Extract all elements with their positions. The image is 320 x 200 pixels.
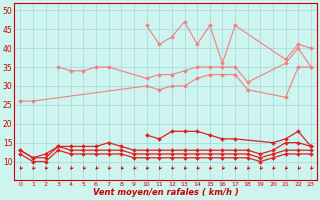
X-axis label: Vent moyen/en rafales ( km/h ): Vent moyen/en rafales ( km/h ) (93, 188, 238, 197)
